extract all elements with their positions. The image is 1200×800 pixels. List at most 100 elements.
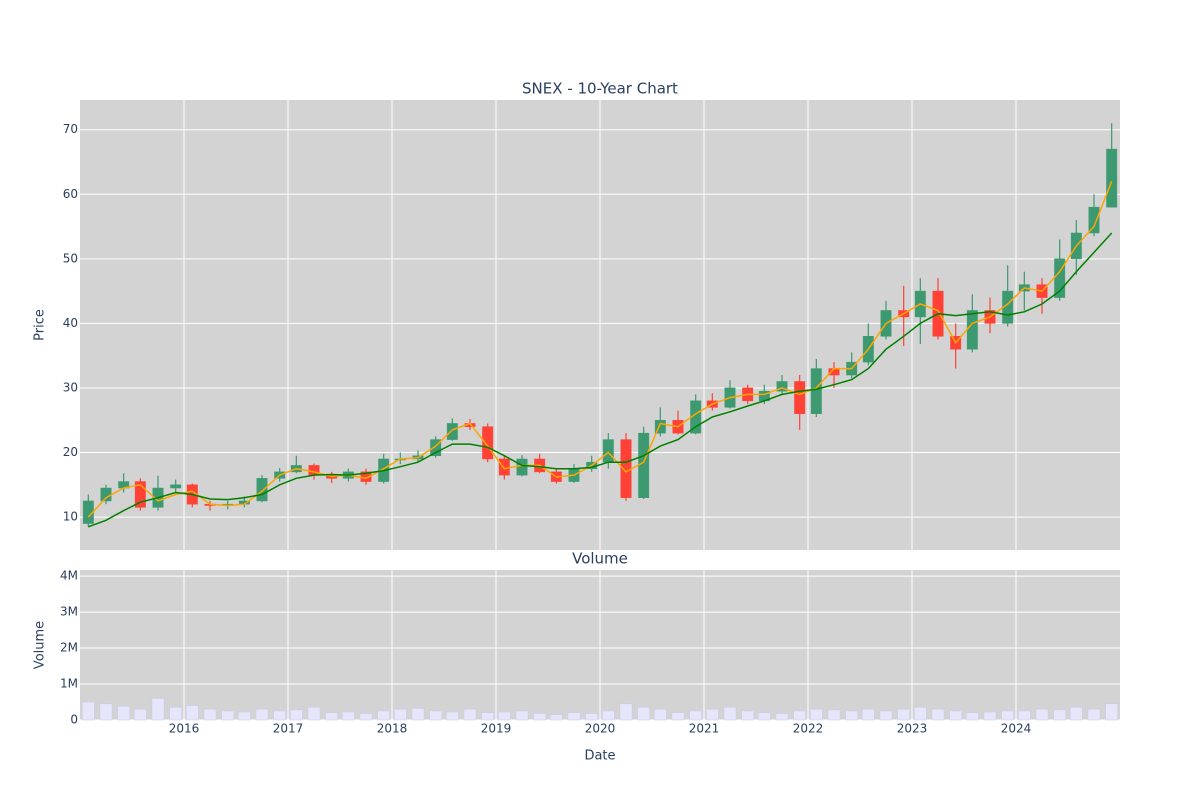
- volume-bar: [169, 707, 182, 721]
- volume-bar: [585, 713, 598, 721]
- volume-bar: [897, 708, 910, 721]
- volume-bar: [394, 708, 407, 721]
- chart-title: Volume: [572, 550, 628, 568]
- volume-bar: [741, 710, 754, 721]
- volume-bar: [1105, 703, 1118, 721]
- candle-body: [1106, 148, 1118, 208]
- y-tick-label: 2M: [60, 641, 78, 655]
- volume-bar: [758, 712, 771, 721]
- x-tick-label: 2024: [1001, 722, 1032, 736]
- candle-body: [966, 310, 978, 350]
- y-tick-label: 4M: [60, 569, 78, 583]
- volume-bar: [1001, 710, 1014, 721]
- y-tick-label: 60: [63, 187, 78, 201]
- volume-bar: [99, 703, 113, 721]
- volume-bar: [221, 710, 234, 721]
- volume-bar: [1070, 707, 1083, 721]
- volume-bar: [810, 708, 823, 721]
- volume-bar: [1087, 708, 1101, 721]
- candle-body: [776, 381, 788, 392]
- volume-bar: [931, 708, 945, 721]
- volume-bar: [151, 698, 165, 721]
- y-axis-title: Volume: [33, 621, 48, 669]
- y-tick-label: 50: [63, 251, 78, 265]
- candle-body: [810, 368, 822, 415]
- volume-bar: [966, 712, 979, 721]
- volume-bar: [342, 711, 355, 721]
- candle-body: [134, 481, 146, 508]
- moving-average-line: [88, 232, 1113, 528]
- candle-body: [256, 478, 268, 502]
- volume-bar: [1035, 708, 1049, 721]
- y-tick-label: 10: [63, 510, 78, 524]
- y-tick-label: 30: [63, 380, 78, 394]
- volume-bar: [827, 709, 841, 721]
- volume-bar: [82, 701, 95, 721]
- volume-bar: [914, 707, 927, 721]
- volume-bar: [619, 703, 633, 721]
- volume-bar: [359, 713, 373, 721]
- moving-average-line: [87, 181, 1113, 518]
- candle-body: [654, 419, 666, 434]
- candle-body: [430, 439, 442, 456]
- x-tick-label: 2019: [481, 722, 512, 736]
- volume-bar: [273, 710, 286, 721]
- chart-title: SNEX - 10-Year Chart: [522, 80, 678, 98]
- volume-bar: [481, 712, 494, 721]
- volume-bar: [377, 710, 390, 721]
- volume-bar: [567, 712, 581, 721]
- volume-bar: [775, 713, 789, 721]
- candle-body: [100, 487, 112, 502]
- candle-body: [170, 484, 182, 489]
- candle-body: [482, 426, 494, 460]
- volume-bar: [845, 710, 858, 721]
- x-tick-label: 2020: [585, 722, 616, 736]
- volume-bar: [134, 708, 147, 721]
- y-tick-label: 1M: [60, 677, 78, 691]
- y-tick-label: 0: [70, 713, 78, 727]
- volume-bar: [654, 708, 667, 721]
- volume-bar: [255, 708, 269, 721]
- volume-bar: [307, 707, 321, 721]
- y-tick-label: 3M: [60, 605, 78, 619]
- volume-bar: [949, 710, 962, 721]
- volume-bar: [238, 711, 251, 721]
- candle-body: [602, 439, 614, 463]
- x-tick-label: 2023: [897, 722, 928, 736]
- volume-bar: [290, 709, 303, 721]
- y-tick-label: 40: [63, 316, 78, 330]
- candle-body: [516, 458, 528, 476]
- volume-bar: [325, 712, 338, 721]
- volume-bar: [463, 708, 477, 721]
- volume-bar: [446, 711, 459, 721]
- volume-bar: [723, 707, 737, 721]
- candle-body: [498, 458, 510, 476]
- candle-body: [308, 465, 320, 476]
- volume-bar: [671, 712, 685, 721]
- volume-bar: [1053, 709, 1066, 721]
- volume-bar: [1018, 710, 1031, 721]
- volume-bar: [498, 711, 511, 721]
- volume-bar: [429, 710, 442, 721]
- volume-bar: [515, 710, 529, 721]
- x-tick-label: 2022: [793, 722, 824, 736]
- volume-bar: [186, 705, 199, 721]
- y-axis-title: Price: [33, 309, 48, 341]
- x-tick-label: 2021: [689, 722, 720, 736]
- volume-bar: [689, 710, 702, 721]
- volume-bar: [706, 708, 719, 721]
- x-tick-label: 2017: [273, 722, 304, 736]
- volume-bar: [637, 707, 650, 721]
- volume-bar: [879, 710, 893, 721]
- candle-body: [794, 381, 806, 415]
- x-tick-label: 2018: [377, 722, 408, 736]
- volume-bar: [862, 708, 875, 721]
- x-axis-title: Date: [584, 749, 615, 764]
- x-tick-label: 2016: [169, 722, 200, 736]
- volume-bar: [983, 711, 997, 721]
- y-tick-label: 70: [63, 122, 78, 136]
- candle-body: [1088, 206, 1100, 234]
- volume-bar: [203, 708, 217, 721]
- volume-bar: [602, 710, 615, 721]
